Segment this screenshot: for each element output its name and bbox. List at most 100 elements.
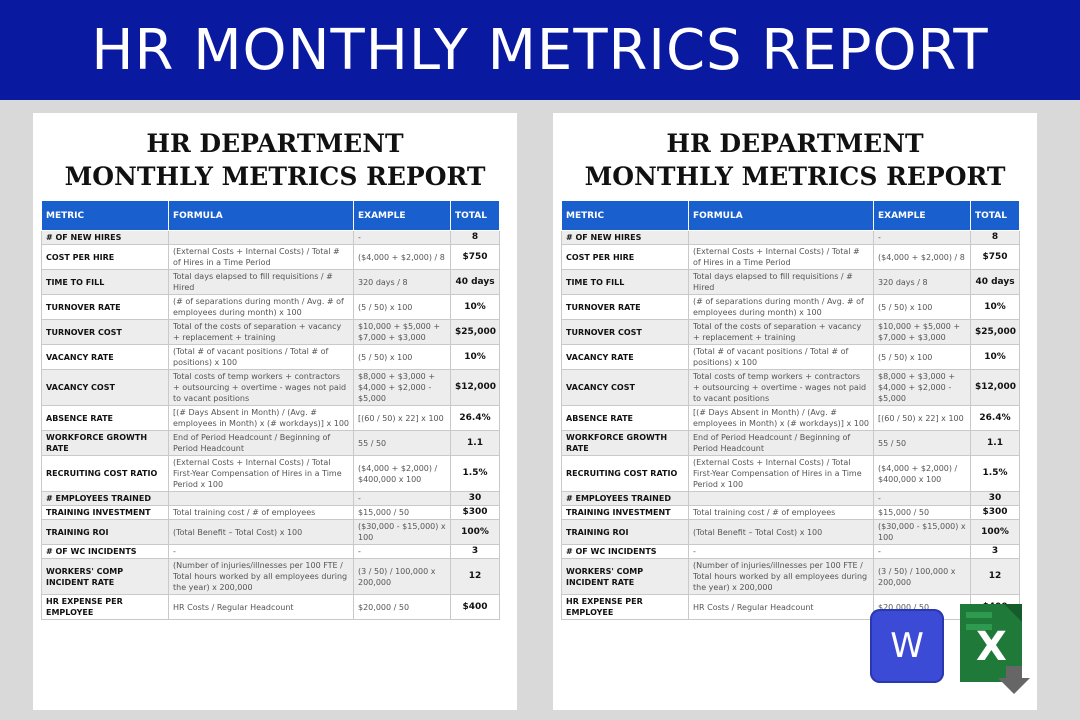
cell-example: (3 / 50) / 100,000 x 200,000 bbox=[353, 558, 451, 595]
cell-metric: ABSENCE RATE bbox=[561, 405, 689, 431]
cell-formula: (Total # of vacant positions / Total # o… bbox=[168, 344, 354, 370]
cell-metric: RECRUITING COST RATIO bbox=[41, 455, 169, 492]
table-row: COST PER HIRE (External Costs + Internal … bbox=[41, 244, 500, 270]
table-row: WORKFORCE GROWTH RATE End of Period Headc… bbox=[41, 430, 500, 456]
cell-metric: TIME TO FILL bbox=[41, 269, 169, 295]
table-row: # EMPLOYEES TRAINED -30 bbox=[41, 491, 500, 506]
banner-title: HR MONTHLY METRICS REPORT bbox=[0, 0, 1080, 100]
metrics-table: METRIC FORMULA EXAMPLE TOTAL # OF NEW HIRES… bbox=[561, 200, 1020, 620]
cell-total: 10% bbox=[970, 344, 1020, 370]
cell-example: ($4,000 + $2,000) / $400,000 x 100 bbox=[873, 455, 971, 492]
cell-total: 30 bbox=[970, 491, 1020, 506]
table-row: TRAINING INVESTMENT Total training cost /… bbox=[561, 505, 1020, 520]
cell-formula: (External Costs + Internal Costs) / Tota… bbox=[688, 244, 874, 270]
cell-metric: VACANCY COST bbox=[561, 369, 689, 406]
cell-formula: (Total # of vacant positions / Total # o… bbox=[688, 344, 874, 370]
cell-example: $10,000 + $5,000 + $7,000 + $3,000 bbox=[873, 319, 971, 345]
cell-total: 8 bbox=[970, 230, 1020, 245]
cell-metric: VACANCY RATE bbox=[41, 344, 169, 370]
header-formula: FORMULA bbox=[168, 200, 354, 231]
cell-example: (5 / 50) x 100 bbox=[873, 294, 971, 320]
cell-total: $12,000 bbox=[970, 369, 1020, 406]
table-row: VACANCY RATE (Total # of vacant positions… bbox=[561, 344, 1020, 370]
cell-metric: TURNOVER RATE bbox=[561, 294, 689, 320]
table-row: WORKFORCE GROWTH RATE End of Period Headc… bbox=[561, 430, 1020, 456]
cell-total: $25,000 bbox=[970, 319, 1020, 345]
cell-formula: (# of separations during month / Avg. # … bbox=[688, 294, 874, 320]
cell-example: ($4,000 + $2,000) / 8 bbox=[353, 244, 451, 270]
cell-formula: Total training cost / # of employees bbox=[168, 505, 354, 520]
cell-example: $15,000 / 50 bbox=[873, 505, 971, 520]
header-total: TOTAL bbox=[450, 200, 500, 231]
cell-formula: HR Costs / Regular Headcount bbox=[688, 594, 874, 620]
cell-formula: End of Period Headcount / Beginning of P… bbox=[688, 430, 874, 456]
cell-metric: COST PER HIRE bbox=[41, 244, 169, 270]
table-row: TURNOVER RATE (# of separations during mo… bbox=[41, 294, 500, 320]
table-row: TRAINING INVESTMENT Total training cost /… bbox=[41, 505, 500, 520]
cell-metric: TRAINING ROI bbox=[561, 519, 689, 545]
table-row: TRAINING ROI (Total Benefit – Total Cost)… bbox=[41, 519, 500, 545]
cell-example: - bbox=[353, 491, 451, 506]
cell-example: $20,000 / 50 bbox=[353, 594, 451, 620]
report-sheet-left: HR DEPARTMENT MONTHLY METRICS REPORT MET… bbox=[33, 113, 517, 710]
cell-metric: HR EXPENSE PER EMPLOYEE bbox=[561, 594, 689, 620]
cell-formula bbox=[168, 230, 354, 245]
table-row: TURNOVER RATE (# of separations during mo… bbox=[561, 294, 1020, 320]
cell-total: 10% bbox=[970, 294, 1020, 320]
cell-total: 1.5% bbox=[970, 455, 1020, 492]
cell-formula: (External Costs + Internal Costs) / Tota… bbox=[688, 455, 874, 492]
cell-formula: Total days elapsed to fill requisitions … bbox=[168, 269, 354, 295]
cell-formula: Total of the costs of separation + vacan… bbox=[168, 319, 354, 345]
cell-example: 55 / 50 bbox=[873, 430, 971, 456]
cell-formula: (Total Benefit – Total Cost) x 100 bbox=[168, 519, 354, 545]
cell-formula: (# of separations during month / Avg. # … bbox=[168, 294, 354, 320]
cell-example: - bbox=[873, 491, 971, 506]
cell-total: 1.5% bbox=[450, 455, 500, 492]
cell-example: $8,000 + $3,000 + $4,000 + $2,000 - $5,0… bbox=[873, 369, 971, 406]
cell-total: 3 bbox=[970, 544, 1020, 559]
cell-formula bbox=[688, 491, 874, 506]
cell-metric: # OF NEW HIRES bbox=[41, 230, 169, 245]
cell-formula: Total training cost / # of employees bbox=[688, 505, 874, 520]
cell-total: $400 bbox=[450, 594, 500, 620]
cell-total: 40 days bbox=[450, 269, 500, 295]
cell-metric: HR EXPENSE PER EMPLOYEE bbox=[41, 594, 169, 620]
table-header: METRIC FORMULA EXAMPLE TOTAL bbox=[41, 200, 500, 231]
cell-total: 3 bbox=[450, 544, 500, 559]
document-title-line1: HR DEPARTMENT bbox=[666, 129, 924, 158]
cell-formula: Total costs of temp workers + contractor… bbox=[688, 369, 874, 406]
cell-total: $25,000 bbox=[450, 319, 500, 345]
cell-metric: RECRUITING COST RATIO bbox=[561, 455, 689, 492]
table-row: # OF WC INCIDENTS - -3 bbox=[41, 544, 500, 559]
cell-metric: # EMPLOYEES TRAINED bbox=[561, 491, 689, 506]
cell-total: 100% bbox=[970, 519, 1020, 545]
cell-example: (5 / 50) x 100 bbox=[353, 294, 451, 320]
header-metric: METRIC bbox=[41, 200, 169, 231]
cell-example: 320 days / 8 bbox=[353, 269, 451, 295]
cell-total: $300 bbox=[450, 505, 500, 520]
cell-formula: (Total Benefit – Total Cost) x 100 bbox=[688, 519, 874, 545]
cell-metric: TRAINING INVESTMENT bbox=[561, 505, 689, 520]
table-row: WORKERS' COMP INCIDENT RATE (Number of in… bbox=[561, 558, 1020, 595]
table-row: # OF NEW HIRES -8 bbox=[561, 230, 1020, 245]
report-sheet-right: HR DEPARTMENT MONTHLY METRICS REPORT MET… bbox=[553, 113, 1037, 710]
cell-total: 12 bbox=[970, 558, 1020, 595]
header-example: EXAMPLE bbox=[353, 200, 451, 231]
cell-formula: (External Costs + Internal Costs) / Tota… bbox=[168, 244, 354, 270]
cell-metric: TRAINING ROI bbox=[41, 519, 169, 545]
table-row: VACANCY RATE (Total # of vacant positions… bbox=[41, 344, 500, 370]
cell-total: 1.1 bbox=[970, 430, 1020, 456]
metrics-table: METRIC FORMULA EXAMPLE TOTAL # OF NEW HIRES… bbox=[41, 200, 500, 620]
cell-metric: TURNOVER COST bbox=[41, 319, 169, 345]
cell-formula: HR Costs / Regular Headcount bbox=[168, 594, 354, 620]
table-body: # OF NEW HIRES -8 COST PER HIRE (External C… bbox=[41, 230, 500, 620]
cell-formula: [(# Days Absent in Month) / (Avg. # empl… bbox=[168, 405, 354, 431]
cell-metric: VACANCY RATE bbox=[561, 344, 689, 370]
cell-formula: (External Costs + Internal Costs) / Tota… bbox=[168, 455, 354, 492]
cell-formula: - bbox=[168, 544, 354, 559]
header-example: EXAMPLE bbox=[873, 200, 971, 231]
table-row: TIME TO FILL Total days elapsed to fill r… bbox=[561, 269, 1020, 295]
header-metric: METRIC bbox=[561, 200, 689, 231]
cell-metric: # OF WC INCIDENTS bbox=[41, 544, 169, 559]
cell-example: ($30,000 - $15,000) x 100 bbox=[873, 519, 971, 545]
